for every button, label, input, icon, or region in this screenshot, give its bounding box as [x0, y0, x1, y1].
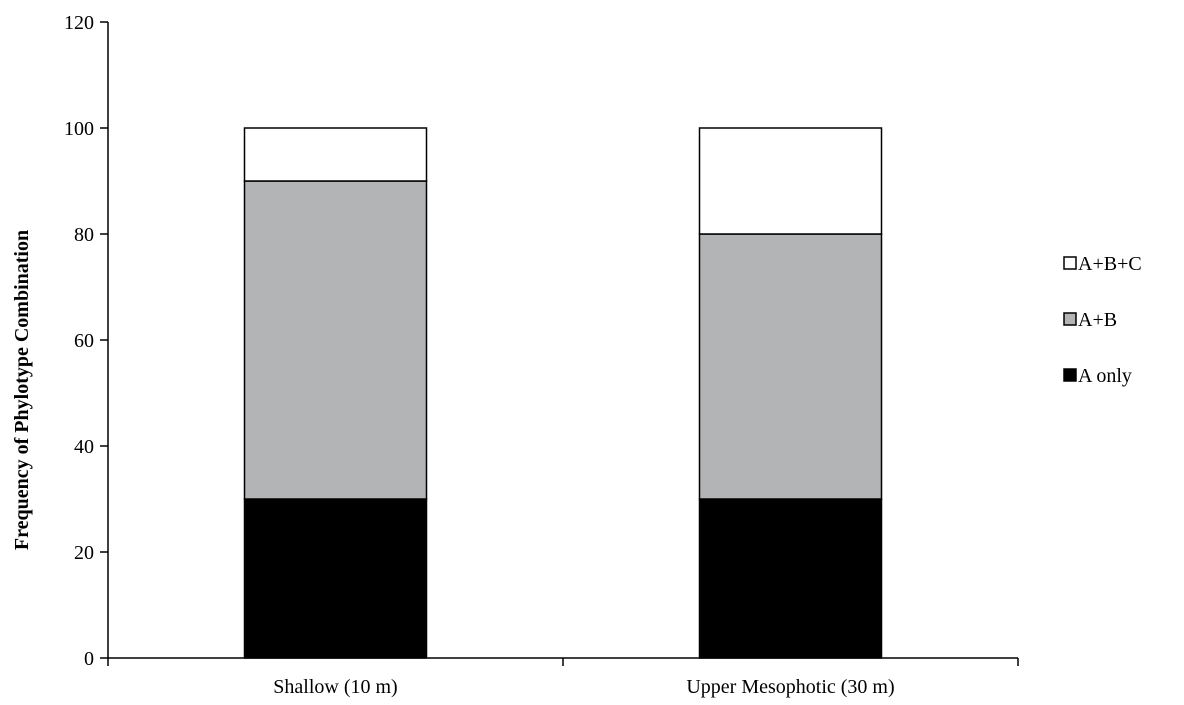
- legend-swatch: [1063, 256, 1077, 270]
- bar-segment-a-b-c: [243, 127, 428, 182]
- x-tick-label: Shallow (10 m): [273, 676, 397, 698]
- x-tick-label: Upper Mesophotic (30 m): [686, 676, 894, 698]
- bar-segment-a-only: [243, 498, 428, 659]
- bar-segment-a-b: [698, 233, 883, 500]
- legend-label: A+B: [1078, 309, 1117, 331]
- y-axis-label: Frequency of Phylotype Combination: [11, 230, 33, 550]
- y-tick-label: 120: [64, 12, 94, 34]
- bar-segment-a-b-c: [698, 127, 883, 235]
- y-tick-label: 60: [74, 330, 94, 352]
- y-tick-label: 80: [74, 224, 94, 246]
- y-tick-label: 0: [84, 648, 94, 670]
- y-tick-label: 40: [74, 436, 94, 458]
- y-ticks-layer: 0 20 40 60 80 100 120: [64, 12, 108, 670]
- legend-label: A only: [1078, 365, 1132, 387]
- legend-swatch: [1063, 368, 1077, 382]
- bar-segment-a-only: [698, 498, 883, 659]
- bars-layer: [243, 127, 883, 659]
- x-ticks-layer: Shallow (10 m) Upper Mesophotic (30 m): [107, 658, 1019, 698]
- bar-segment-a-b: [243, 180, 428, 500]
- legend-swatch: [1063, 312, 1077, 326]
- legend-label: A+B+C: [1078, 253, 1142, 275]
- y-tick-label: 20: [74, 542, 94, 564]
- legend: A+B+C A+B A only: [1063, 253, 1142, 387]
- y-tick-label: 100: [64, 118, 94, 140]
